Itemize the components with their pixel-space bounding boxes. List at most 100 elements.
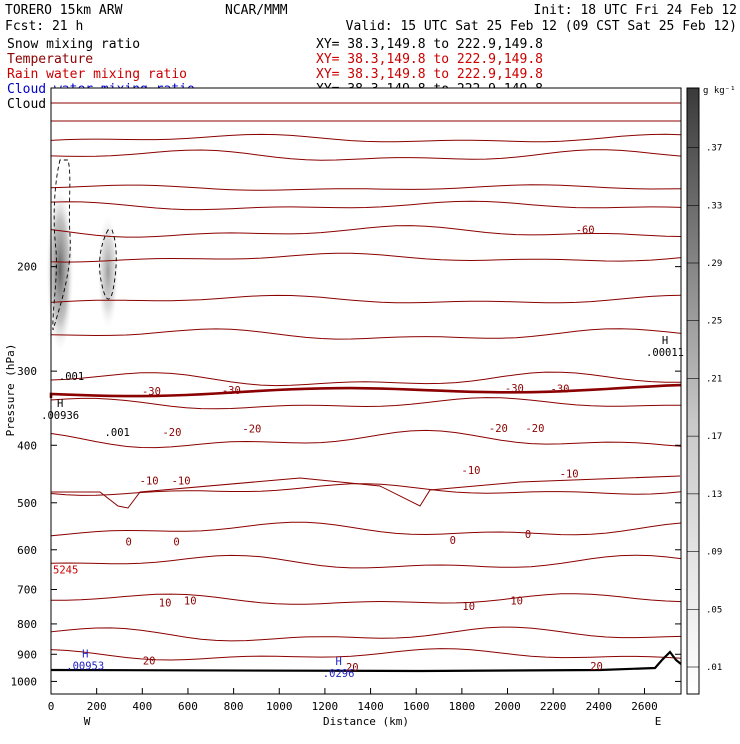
field-xy: XY= 38.3,149.8 to 222.9,149.8: [316, 52, 543, 67]
cloud-ice-contour-label: .001: [59, 371, 84, 383]
cloud-ice-contour: [52, 159, 71, 331]
forecast-hour: Fcst: 21 h: [5, 19, 83, 34]
x-end-label-west: W: [84, 715, 91, 728]
isotherm-label: 10: [510, 595, 523, 607]
colorbar-tick-label: .17: [706, 432, 722, 442]
x-tick-label: 0: [48, 700, 55, 713]
field-label: Snow mixing ratio: [7, 37, 140, 52]
isotherm-label: -10: [462, 465, 481, 477]
x-tick-label: 2600: [631, 700, 658, 713]
x-tick-label: 200: [87, 700, 107, 713]
field-xy: XY= 38.3,149.8 to 222.9,149.8: [316, 37, 543, 52]
plot-border: [50, 87, 682, 695]
x-tick-label: 2200: [540, 700, 567, 713]
isotherm-label: -20: [162, 427, 181, 439]
isotherm-label: 0: [173, 536, 179, 548]
extremum-value: .00953: [66, 661, 104, 673]
isotherm-line: [50, 328, 682, 340]
y-tick-label: 200: [17, 261, 37, 274]
colorbar-tick-label: .13: [706, 490, 722, 500]
y-tick-label: 300: [17, 365, 37, 378]
isotherm-label: 0: [450, 535, 456, 547]
y-tick-label: 400: [17, 439, 37, 452]
isotherm-line: [50, 200, 682, 211]
isotherm-line: [50, 184, 682, 191]
isotherm-line: [50, 554, 682, 569]
isotherm-label: 0: [125, 536, 131, 548]
colorbar: g kg⁻¹ .01 .05 .09 .13 .17 .21 .25 .29 .33 .37: [686, 86, 736, 695]
y-tick-label: 900: [17, 648, 37, 661]
y-tick-label: 600: [17, 544, 37, 557]
isotherm-line: [50, 252, 682, 263]
extremum-value: .0296: [323, 668, 355, 680]
x-tick-label: 1400: [357, 700, 384, 713]
x-tick-label: 600: [178, 700, 198, 713]
y-tick-label: 1000: [11, 675, 38, 688]
isotherm-line: [50, 225, 682, 238]
isotherm-label: 10: [462, 601, 475, 613]
isotherm-label: -20: [489, 423, 508, 435]
x-tick-label: 800: [224, 700, 244, 713]
isotherm-label: 10: [159, 597, 172, 609]
colorbar-tick-label: .05: [706, 605, 722, 615]
isotherm-line: [50, 371, 681, 387]
extremum-high-marker: H: [57, 398, 63, 410]
extremum-value: 5245: [53, 565, 78, 577]
isotherm-label: 20: [590, 661, 603, 673]
contour-labels: -60 -30 -30 -30 -30 -20 -20 -20 -20 -10 -10 -10 -10 0…: [59, 224, 603, 674]
cloud-ice-contour: [99, 229, 117, 300]
extremum-high-marker: H: [82, 649, 88, 661]
isotherm-line: [50, 429, 682, 449]
isotherm-line: [50, 294, 682, 304]
isotherm-label: -30: [222, 385, 241, 397]
colorbar-tick-label: .25: [706, 317, 722, 327]
x-tick-label: 1800: [449, 700, 476, 713]
extremum-value: .00011: [646, 347, 684, 359]
colorbar-tick-label: .29: [706, 259, 722, 269]
isotherm-line: [50, 397, 682, 410]
x-tick-label: 1000: [266, 700, 293, 713]
field-xy: XY= 38.3,149.8 to 222.9,149.8: [316, 67, 543, 82]
colorbar-tick-label: .21: [706, 374, 722, 384]
field-label: Temperature: [7, 52, 93, 67]
isotherm-line: [50, 593, 682, 605]
colorbar-tick-label: .33: [706, 201, 722, 211]
x-tick-label: 1200: [312, 700, 339, 713]
isotherm-line: [50, 133, 682, 143]
model-title: TORERO 15km ARW: [5, 3, 123, 18]
colorbar-scale: [686, 87, 700, 695]
isotherm-zero-line: [49, 383, 682, 398]
isotherm-label: 20: [346, 662, 359, 674]
x-tick-label: 2400: [586, 700, 613, 713]
x-axis: 0 200 400 600 800 1000 1200 1400 1600 1800 2000 220…: [48, 688, 658, 713]
isotherm-label: -60: [576, 224, 595, 236]
cloud-ice-shading: [97, 212, 119, 332]
valid-time: Valid: 15 UTC Sat 25 Feb 12 (09 CST Sat …: [346, 19, 737, 34]
colorbar-ticks: .01 .05 .09 .13 .17 .21 .25 .29 .33 .37: [687, 144, 722, 673]
isotherm-label: 10: [184, 595, 197, 607]
cloud-ice-contours: [52, 159, 117, 331]
isotherm-line: [50, 626, 682, 642]
isotherm-line: [51, 475, 681, 509]
isotherm-label: 20: [143, 655, 156, 667]
x-tick-label: 400: [132, 700, 152, 713]
isotherm-label: -10: [172, 476, 191, 488]
isotherm-line: [50, 521, 682, 537]
cloud-ice-shading: [46, 185, 74, 355]
extremum-high-marker: H: [335, 656, 341, 668]
plot-area: -60 -30 -30 -30 -30 -20 -20 -20 -20 -10 -10 -10 -10 0…: [41, 87, 684, 695]
org-label: NCAR/MMM: [225, 3, 288, 18]
cloud-ice-contour-label: .001: [105, 427, 130, 439]
x-tick-label: 1600: [403, 700, 430, 713]
extremum-high-marker: H: [662, 335, 668, 347]
isotherm-label: -30: [142, 386, 161, 398]
isotherm-lines: [49, 102, 682, 661]
x-tick-label: 2000: [494, 700, 521, 713]
isotherm-line: [50, 648, 682, 661]
terrain-line: [50, 650, 682, 673]
isotherm-label: -30: [551, 384, 570, 396]
init-time: Init: 18 UTC Fri 24 Feb 12: [534, 3, 738, 18]
